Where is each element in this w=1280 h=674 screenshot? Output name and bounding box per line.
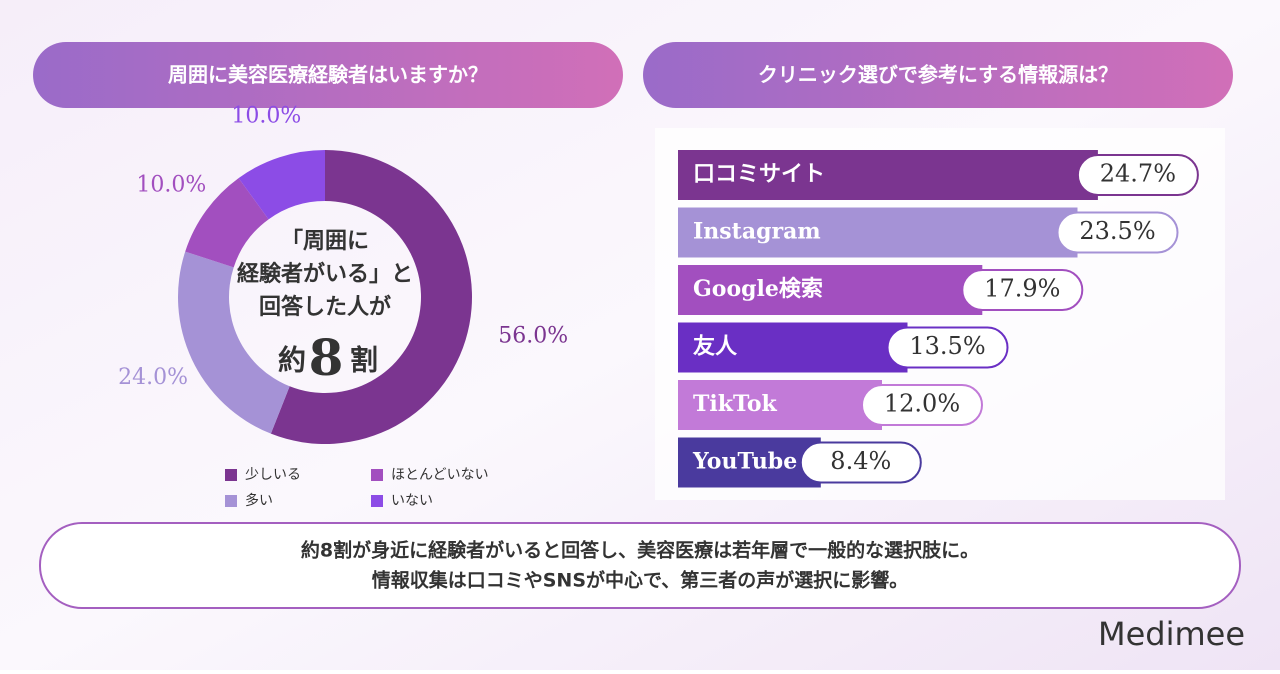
legend-label: ほとんどいない (391, 467, 489, 483)
summary-box (39, 522, 1241, 609)
chart-title: クリニック選びで参考にする情報源は？ (758, 63, 1118, 87)
center-highlight: 割 (350, 344, 378, 377)
value-pill (886, 326, 1009, 369)
center-highlight: 約 (278, 344, 306, 377)
legend-label: 少しいる (245, 467, 301, 483)
donut-segment (238, 150, 325, 220)
bar-category: Google検索 (693, 276, 823, 302)
bar (678, 437, 821, 488)
bar (678, 322, 908, 373)
value-pill (1076, 154, 1199, 196)
chart-title: 周囲に美容医療経験者はいますか？ (168, 63, 488, 87)
center-highlight: 8 (309, 328, 344, 387)
logo: Medimee (1098, 615, 1245, 653)
title-pill (643, 42, 1233, 108)
data-label: 23.5% (1079, 217, 1155, 245)
legend-swatch (225, 469, 237, 481)
donut-segment (185, 178, 269, 268)
bar (678, 265, 983, 315)
data-label: 10.0% (231, 103, 301, 128)
value-pill (1056, 211, 1179, 254)
bar-category: Instagram (693, 219, 821, 245)
data-label: 24.0% (118, 365, 188, 390)
value-pill (961, 269, 1084, 311)
value-pill (861, 384, 983, 426)
summary-line: 約8割が身近に経験者がいると回答し、美容医療は若年層で一般的な選択肢に。 (301, 539, 979, 562)
bar-category: 友人 (693, 334, 737, 360)
legend-swatch (225, 495, 237, 507)
center-text: 「周囲に (281, 228, 369, 254)
bar (678, 380, 882, 430)
legend-swatch (371, 469, 383, 481)
data-label: 24.7% (1100, 160, 1176, 188)
value-pill (799, 441, 922, 484)
center-text: 回答した人が (259, 294, 391, 320)
data-label: 12.0% (884, 390, 960, 418)
donut-segment (270, 150, 472, 444)
data-label: 17.9% (984, 275, 1060, 303)
bar-category: TikTok (693, 391, 777, 417)
title-pill (33, 42, 623, 108)
summary-line: 情報収集は口コミやSNSが中心で、第三者の声が選択に影響。 (372, 569, 909, 592)
bar (678, 207, 1078, 258)
legend-label: いない (391, 493, 433, 509)
legend-swatch (371, 495, 383, 507)
center-text: 経験者がいる」と (237, 261, 413, 287)
data-label: 56.0% (498, 324, 568, 349)
bar (678, 150, 1098, 200)
bar-category: YouTube (692, 449, 797, 475)
data-label: 10.0% (136, 172, 206, 197)
bar-category: 口コミサイト (693, 161, 825, 187)
data-label: 8.4% (830, 447, 891, 475)
data-label: 13.5% (909, 332, 985, 360)
donut-segment (178, 251, 290, 434)
legend-label: 多い (245, 492, 273, 509)
